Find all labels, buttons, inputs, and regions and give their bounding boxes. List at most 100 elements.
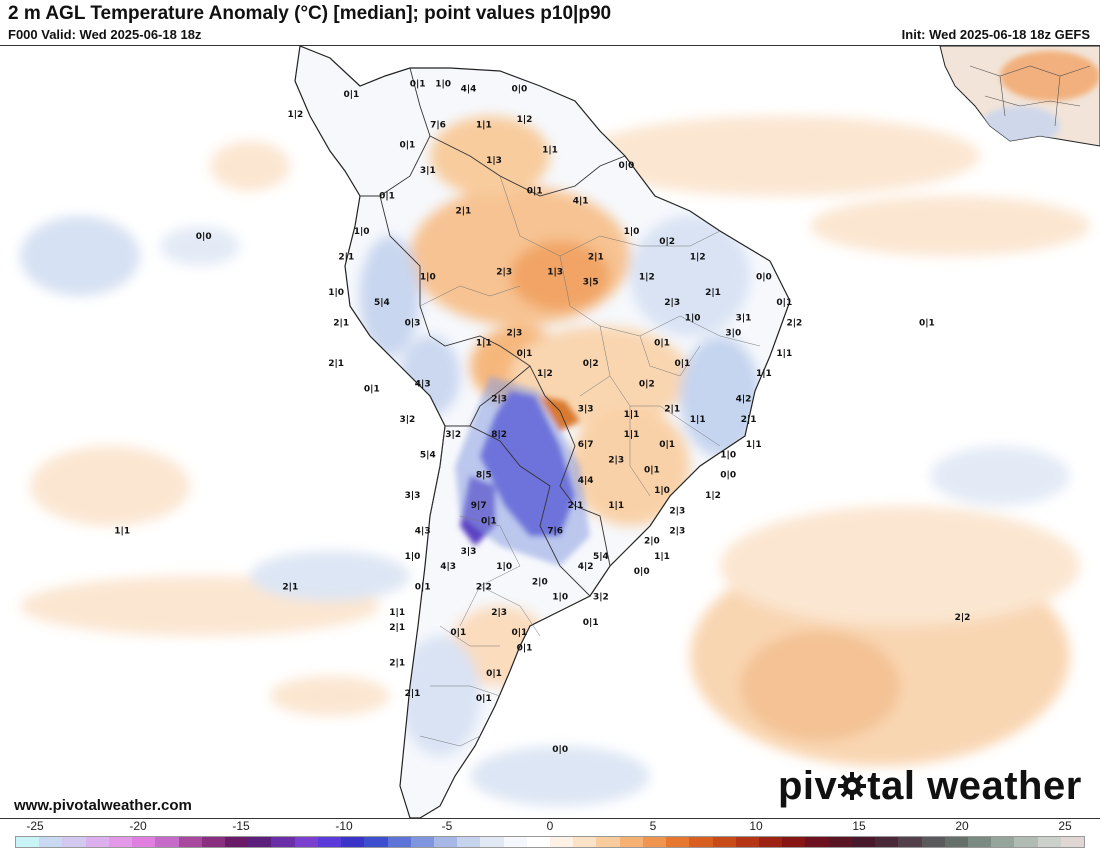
colorbar-swatch [828, 837, 852, 847]
website-url[interactable]: www.pivotalweather.com [14, 797, 192, 814]
point-value-label: 5|4 [593, 552, 609, 562]
point-value-label: 0|0 [720, 471, 736, 481]
point-value-label: 0|1 [919, 318, 935, 328]
point-value-label: 1|0 [354, 227, 370, 237]
valid-time: F000 Valid: Wed 2025-06-18 18z [8, 27, 202, 42]
point-value-label: 1|0 [420, 273, 436, 283]
point-value-label: 3|0 [725, 329, 741, 339]
point-value-label: 1|0 [496, 562, 512, 572]
point-value-label: 1|1 [624, 410, 640, 420]
point-value-label: 0|1 [517, 349, 533, 359]
point-value-label: 8|2 [491, 430, 507, 440]
colorbar-tick-label: -5 [441, 819, 453, 833]
colorbar-swatch [991, 837, 1015, 847]
colorbar-swatch [132, 837, 156, 847]
colorbar-tick-label: -15 [232, 819, 250, 833]
point-value-label: 0|1 [476, 694, 492, 704]
colorbar-swatch [201, 837, 225, 847]
colorbar [15, 836, 1085, 848]
point-value-label: 1|2 [287, 110, 303, 120]
point-value-label: 0|1 [517, 643, 533, 653]
point-value-label: 2|3 [491, 395, 507, 405]
colorbar-tick-label: -10 [335, 819, 353, 833]
point-value-label: 4|4 [461, 85, 477, 95]
colorbar-swatch [875, 837, 899, 847]
colorbar-swatch [526, 837, 551, 847]
point-value-label: 1|1 [114, 527, 130, 537]
page-title: 2 m AGL Temperature Anomaly (°C) [median… [8, 3, 612, 24]
point-value-label: 3|3 [461, 547, 477, 557]
point-value-label: 0|1 [659, 440, 675, 450]
colorbar-swatch [39, 837, 63, 847]
point-value-label: 6|7 [578, 440, 594, 450]
country-borders [360, 67, 626, 597]
point-value-label: 3|2 [593, 593, 609, 603]
colorbar-swatch [364, 837, 388, 847]
colorbar-tick-label: 15 [852, 819, 866, 833]
colorbar-tick-label: 10 [749, 819, 763, 833]
point-value-label: 2|0 [532, 577, 548, 587]
colorbar-swatch [503, 837, 527, 847]
point-value-label: 2|2 [955, 613, 971, 623]
point-value-label: 3|3 [578, 405, 594, 415]
point-value-label: 0|1 [415, 582, 431, 592]
point-value-label: 1|1 [746, 440, 762, 450]
point-value-label: 0|1 [644, 466, 660, 476]
colorbar-swatch [642, 837, 667, 847]
point-value-label: 2|1 [741, 415, 757, 425]
colorbar-tick-label: 0 [546, 819, 554, 833]
colorbar-swatch [1014, 837, 1038, 847]
point-value-label: 4|3 [440, 562, 456, 572]
point-value-label: 0|1 [364, 384, 380, 394]
colorbar-tick-label: -25 [26, 819, 44, 833]
point-value-label: 4|2 [736, 395, 752, 405]
point-value-label: 0|1 [410, 80, 426, 90]
point-value-label: 2|1 [338, 252, 354, 262]
colorbar-swatch [271, 837, 295, 847]
point-value-label: 5|4 [374, 298, 390, 308]
colorbar-swatch [457, 837, 481, 847]
point-value-label: 1|1 [756, 369, 772, 379]
colorbar-swatch [85, 837, 109, 847]
point-value-label: 0|1 [527, 186, 543, 196]
point-value-label: 2|3 [506, 329, 522, 339]
colorbar-swatch [596, 837, 620, 847]
point-value-label: 1|2 [537, 369, 553, 379]
brand-text-right: tal weather [867, 764, 1082, 808]
colorbar-swatch [317, 837, 342, 847]
colorbar-swatch [921, 837, 945, 847]
point-value-label: 1|1 [476, 339, 492, 349]
point-value-label: 2|1 [282, 582, 298, 592]
colorbar-swatch [178, 837, 202, 847]
point-value-label: 0|0 [196, 232, 212, 242]
point-value-label: 7|6 [547, 527, 563, 537]
colorbar-tick-label: 25 [1058, 819, 1072, 833]
point-value-label: 3|3 [405, 491, 421, 501]
point-value-label: 2|3 [669, 506, 685, 516]
colorbar-swatch [898, 837, 922, 847]
point-value-label: 0|2 [583, 359, 599, 369]
point-value-label: 0|1 [654, 339, 670, 349]
anomaly-map[interactable]: 0|1 0|1 1|0 4|4 0|0 1|2 7|6 1|1 1|2 0|1 1|3 1|1 3|1 0… [0, 45, 1100, 819]
point-value-label: 1|1 [690, 415, 706, 425]
point-value-label: 0|1 [379, 191, 395, 201]
point-value-label: 4|3 [415, 527, 431, 537]
point-value-label: 4|1 [573, 196, 589, 206]
point-value-label: 2|1 [705, 288, 721, 298]
point-value-label: 0|0 [511, 85, 527, 95]
point-value-label: 0|1 [583, 618, 599, 628]
colorbar-swatch [805, 837, 829, 847]
point-value-label: 1|0 [685, 313, 701, 323]
cold-anomaly-core [455, 376, 590, 566]
point-value-label: 2|3 [608, 456, 624, 466]
point-value-label: 0|1 [486, 669, 502, 679]
point-value-label: 1|1 [624, 430, 640, 440]
point-value-label: 0|1 [481, 516, 497, 526]
colorbar-swatch [62, 837, 86, 847]
point-value-label: 2|0 [644, 537, 660, 547]
colorbar-tick-label: 20 [955, 819, 969, 833]
point-value-label: 1|2 [517, 115, 533, 125]
point-value-label: 0|1 [511, 628, 527, 638]
point-value-label: 0|2 [639, 379, 655, 389]
point-value-label: 2|3 [491, 608, 507, 618]
